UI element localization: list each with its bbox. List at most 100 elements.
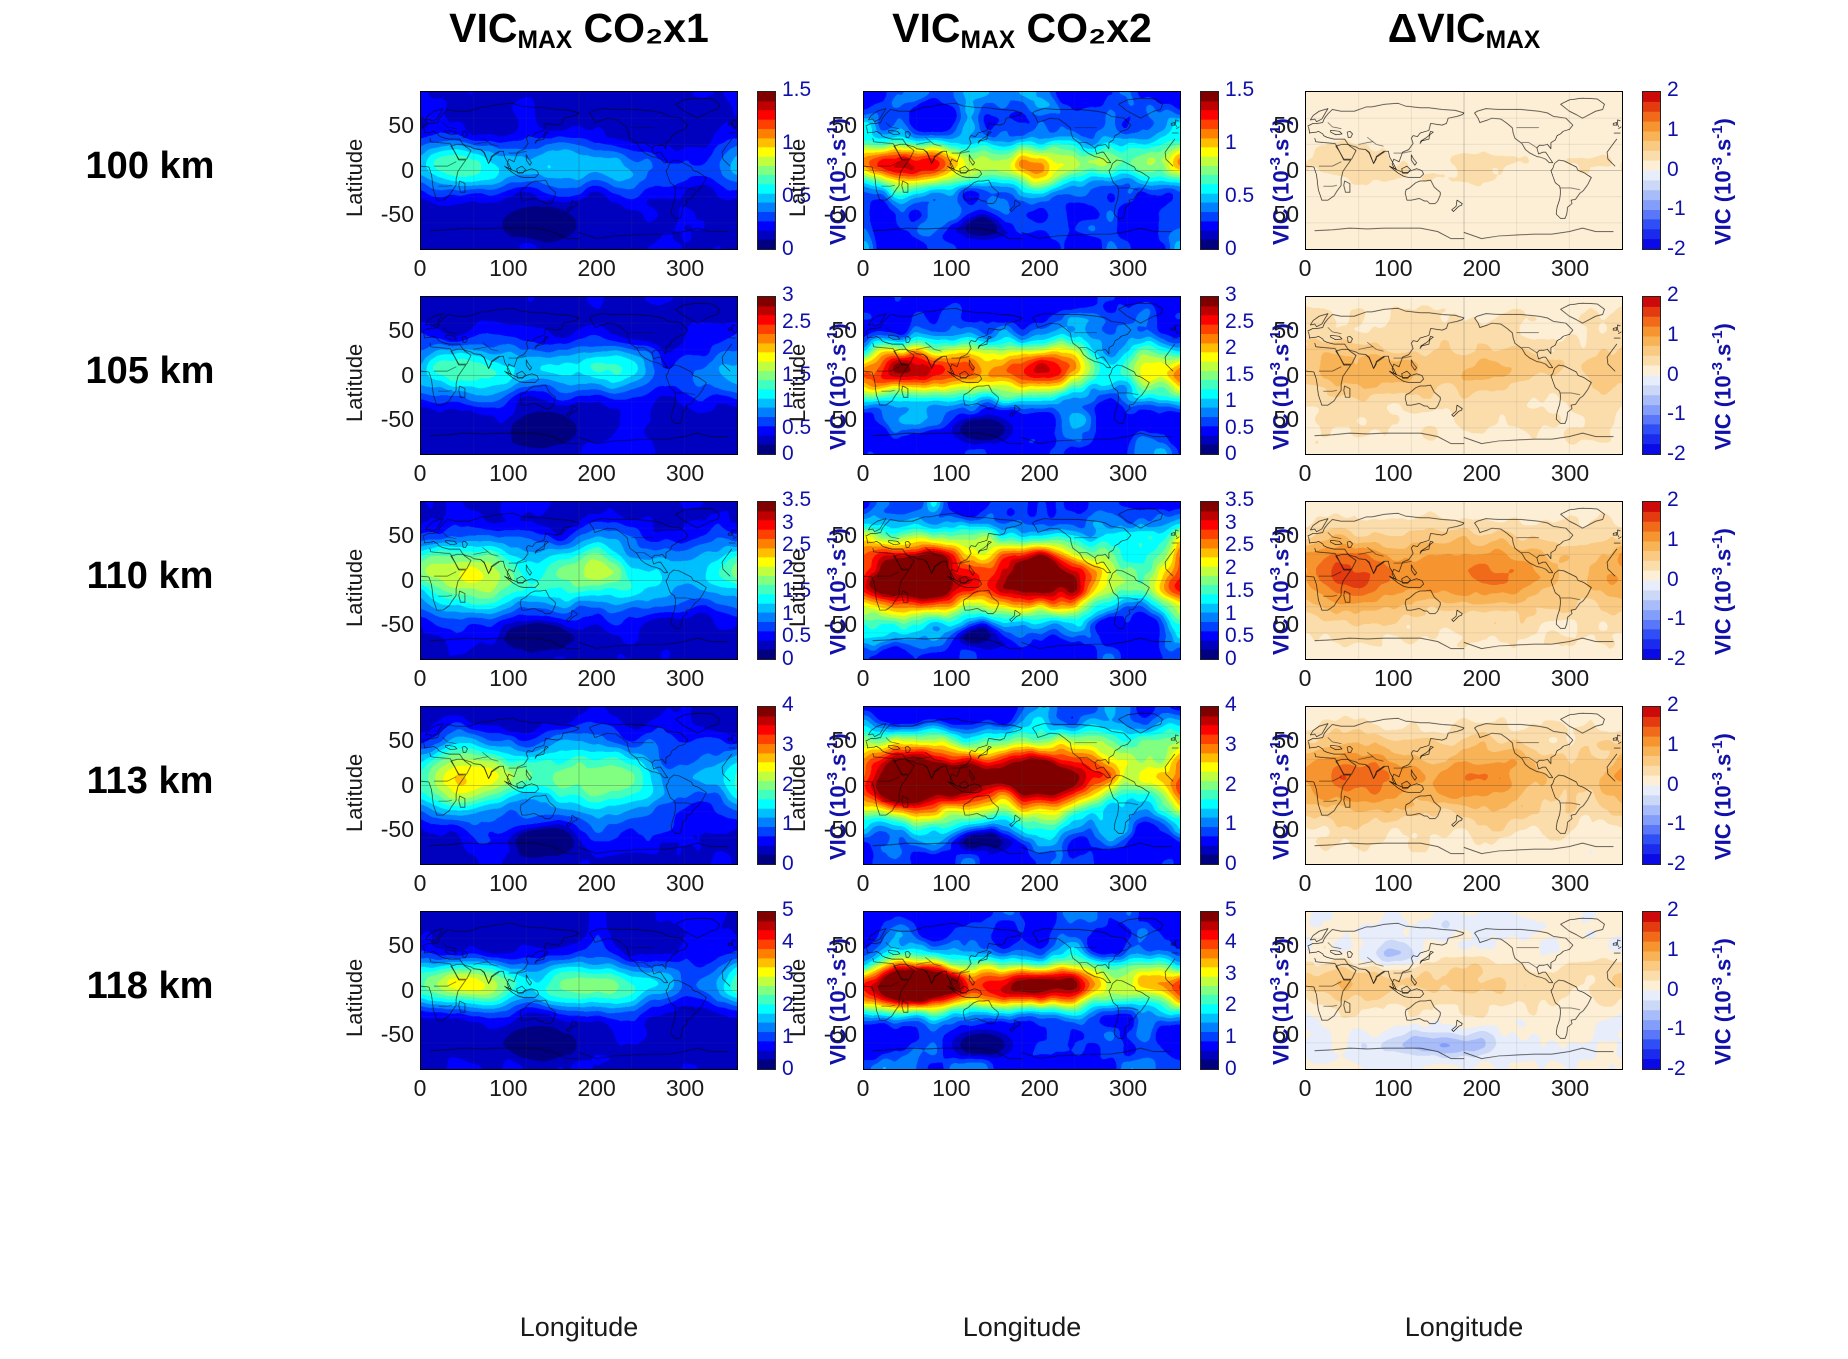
y-axis-label-r100-co2x2: Latitude: [785, 138, 810, 217]
map-panel-r118-delta[interactable]: [1305, 911, 1623, 1070]
colorbar-tick-r110-co2x1-3: 1.5: [782, 578, 812, 602]
xtick-r118-delta-3: 300: [1550, 1075, 1590, 1101]
xtick-r100-co2x1-0: 0: [413, 255, 427, 281]
xtick-r105-co2x2-2: 200: [1020, 460, 1059, 486]
xtick-r105-co2x1-0: 0: [413, 460, 427, 486]
map-panel-r105-delta[interactable]: [1305, 296, 1623, 455]
map-panel-r100-co2x2[interactable]: [863, 91, 1181, 250]
colorbar-tick-r113-co2x1-0: 0: [782, 852, 794, 875]
colorbar-r113-delta[interactable]: [1642, 706, 1661, 865]
map-surface: [864, 297, 1180, 454]
map-panel-r105-co2x1[interactable]: [420, 296, 738, 455]
colorbar-tick-r118-co2x2-3: 3: [1225, 961, 1237, 985]
map-panel-r105-co2x2[interactable]: [863, 296, 1181, 455]
y-axis-label-r113-co2x2: Latitude: [785, 753, 810, 832]
column-header-co2x2: VICMAX CO₂x2: [892, 5, 1152, 55]
ytick-r110-delta-2: 50: [1273, 610, 1299, 637]
colorbar-tick-r113-delta-2: 0: [1667, 772, 1679, 796]
colorbar-r105-co2x2[interactable]: [1200, 296, 1219, 455]
ytick-r100-co2x1-1: 0: [401, 156, 414, 183]
colorbar-r110-co2x2[interactable]: [1200, 501, 1219, 660]
xtick-r110-co2x1-1: 100: [489, 665, 528, 691]
xtick-r118-co2x1-2: 200: [577, 1075, 616, 1101]
colorbar-tick-r110-co2x2-4: 2: [1225, 556, 1237, 580]
colorbar-tick-r100-co2x1-1: 0.5: [782, 184, 812, 207]
map-panel-r110-co2x1[interactable]: [420, 501, 738, 660]
map-panel-r118-co2x2[interactable]: [863, 911, 1181, 1070]
colorbar-gradient: [1201, 502, 1218, 659]
colorbar-r105-delta[interactable]: [1642, 296, 1661, 455]
map-panel-r100-delta[interactable]: [1305, 91, 1623, 250]
colorbar-tick-r118-co2x2-2: 2: [1225, 993, 1237, 1017]
map-panel-r100-co2x1[interactable]: [420, 91, 738, 250]
colorbar-r113-co2x2[interactable]: [1200, 706, 1219, 865]
colorbar-label-r105-delta: VIC (10-3.s-1): [1709, 322, 1736, 450]
colorbar-r118-co2x2[interactable]: [1200, 911, 1219, 1070]
colorbar-r100-co2x2[interactable]: [1200, 91, 1219, 250]
x-axis-label-co2x1: Longitude: [519, 1312, 639, 1342]
map-panel-r113-co2x1[interactable]: [420, 706, 738, 865]
colorbar-gradient: [1201, 92, 1218, 249]
xtick-r100-delta-2: 200: [1462, 255, 1501, 281]
colorbar-tick-r110-co2x2-0: 0: [1225, 647, 1237, 670]
colorbar-tick-r105-co2x2-0: 0: [1225, 442, 1237, 465]
colorbar-tick-r113-co2x1-1: 1: [782, 812, 794, 836]
ytick-r113-delta-2: 50: [1273, 815, 1299, 842]
colorbar-r110-co2x1[interactable]: [757, 501, 776, 660]
ytick-r110-co2x2-2: -50: [823, 610, 857, 637]
colorbar-r110-delta[interactable]: [1642, 501, 1661, 660]
colorbar-tick-r113-co2x1-4: 4: [782, 693, 794, 716]
map-surface: [1306, 92, 1622, 249]
colorbar-gradient: [1643, 912, 1660, 1069]
ytick-r113-co2x1-1: 0: [401, 771, 414, 798]
colorbar-tick-r105-co2x2-2: 1: [1225, 389, 1237, 412]
map-panel-r118-co2x1[interactable]: [420, 911, 738, 1070]
colorbar-tick-r113-co2x2-2: 2: [1225, 772, 1237, 796]
colorbar-tick-r105-delta-1: -1: [1667, 402, 1686, 426]
map-surface: [421, 707, 737, 864]
ytick-r110-co2x1-2: -50: [380, 610, 414, 637]
colorbar-tick-r100-co2x2-1: 0.5: [1225, 184, 1255, 207]
colorbar-tick-r110-co2x1-6: 3: [782, 510, 794, 534]
colorbar-tick-r118-co2x2-1: 1: [1225, 1025, 1237, 1049]
map-panel-r113-delta[interactable]: [1305, 706, 1623, 865]
ytick-r118-co2x1-1: 0: [401, 976, 414, 1003]
xtick-r118-co2x2-3: 300: [1108, 1075, 1148, 1101]
map-surface: [1306, 912, 1622, 1069]
xtick-r113-co2x2-1: 100: [932, 870, 971, 896]
colorbar-r113-co2x1[interactable]: [757, 706, 776, 865]
xtick-r110-co2x1-0: 0: [413, 665, 427, 691]
colorbar-r118-co2x1[interactable]: [757, 911, 776, 1070]
column-header-co2x1: VICMAX CO₂x1: [449, 5, 709, 55]
colorbar-r100-delta[interactable]: [1642, 91, 1661, 250]
map-panel-r110-delta[interactable]: [1305, 501, 1623, 660]
colorbar-r105-co2x1[interactable]: [757, 296, 776, 455]
colorbar-gradient: [758, 707, 775, 864]
colorbar-tick-r110-co2x2-5: 2.5: [1225, 533, 1255, 557]
xtick-r118-co2x2-2: 200: [1020, 1075, 1059, 1101]
xtick-r110-delta-1: 100: [1374, 665, 1413, 691]
colorbar-tick-r113-delta-4: 2: [1667, 693, 1679, 716]
xtick-r118-co2x1-3: 300: [665, 1075, 705, 1101]
ytick-r105-delta-1: 0: [1286, 361, 1299, 388]
colorbar-tick-r100-co2x1-0: 0: [782, 237, 794, 260]
xtick-r113-delta-2: 200: [1462, 870, 1501, 896]
map-surface: [421, 297, 737, 454]
xtick-r100-co2x1-3: 300: [665, 255, 705, 281]
colorbar-tick-r113-co2x2-0: 0: [1225, 852, 1237, 875]
colorbar-r100-co2x1[interactable]: [757, 91, 776, 250]
row-label-r118: 118 km: [86, 964, 214, 1007]
xtick-r100-co2x2-2: 200: [1020, 255, 1059, 281]
map-panel-r113-co2x2[interactable]: [863, 706, 1181, 865]
colorbar-tick-r105-co2x2-6: 3: [1225, 283, 1237, 306]
colorbar-tick-r118-co2x1-5: 5: [782, 898, 794, 921]
colorbar-tick-r105-delta-2: 0: [1667, 362, 1679, 386]
map-panel-r110-co2x2[interactable]: [863, 501, 1181, 660]
colorbar-r118-delta[interactable]: [1642, 911, 1661, 1070]
ytick-r100-delta-2: 50: [1273, 200, 1299, 227]
colorbar-tick-r110-co2x1-4: 2: [782, 556, 794, 580]
y-axis-label-r110-co2x2: Latitude: [785, 548, 810, 627]
colorbar-tick-r118-co2x2-5: 5: [1225, 898, 1237, 921]
colorbar-tick-r118-delta-2: 0: [1667, 977, 1679, 1001]
colorbar-tick-r113-co2x2-4: 4: [1225, 693, 1237, 716]
